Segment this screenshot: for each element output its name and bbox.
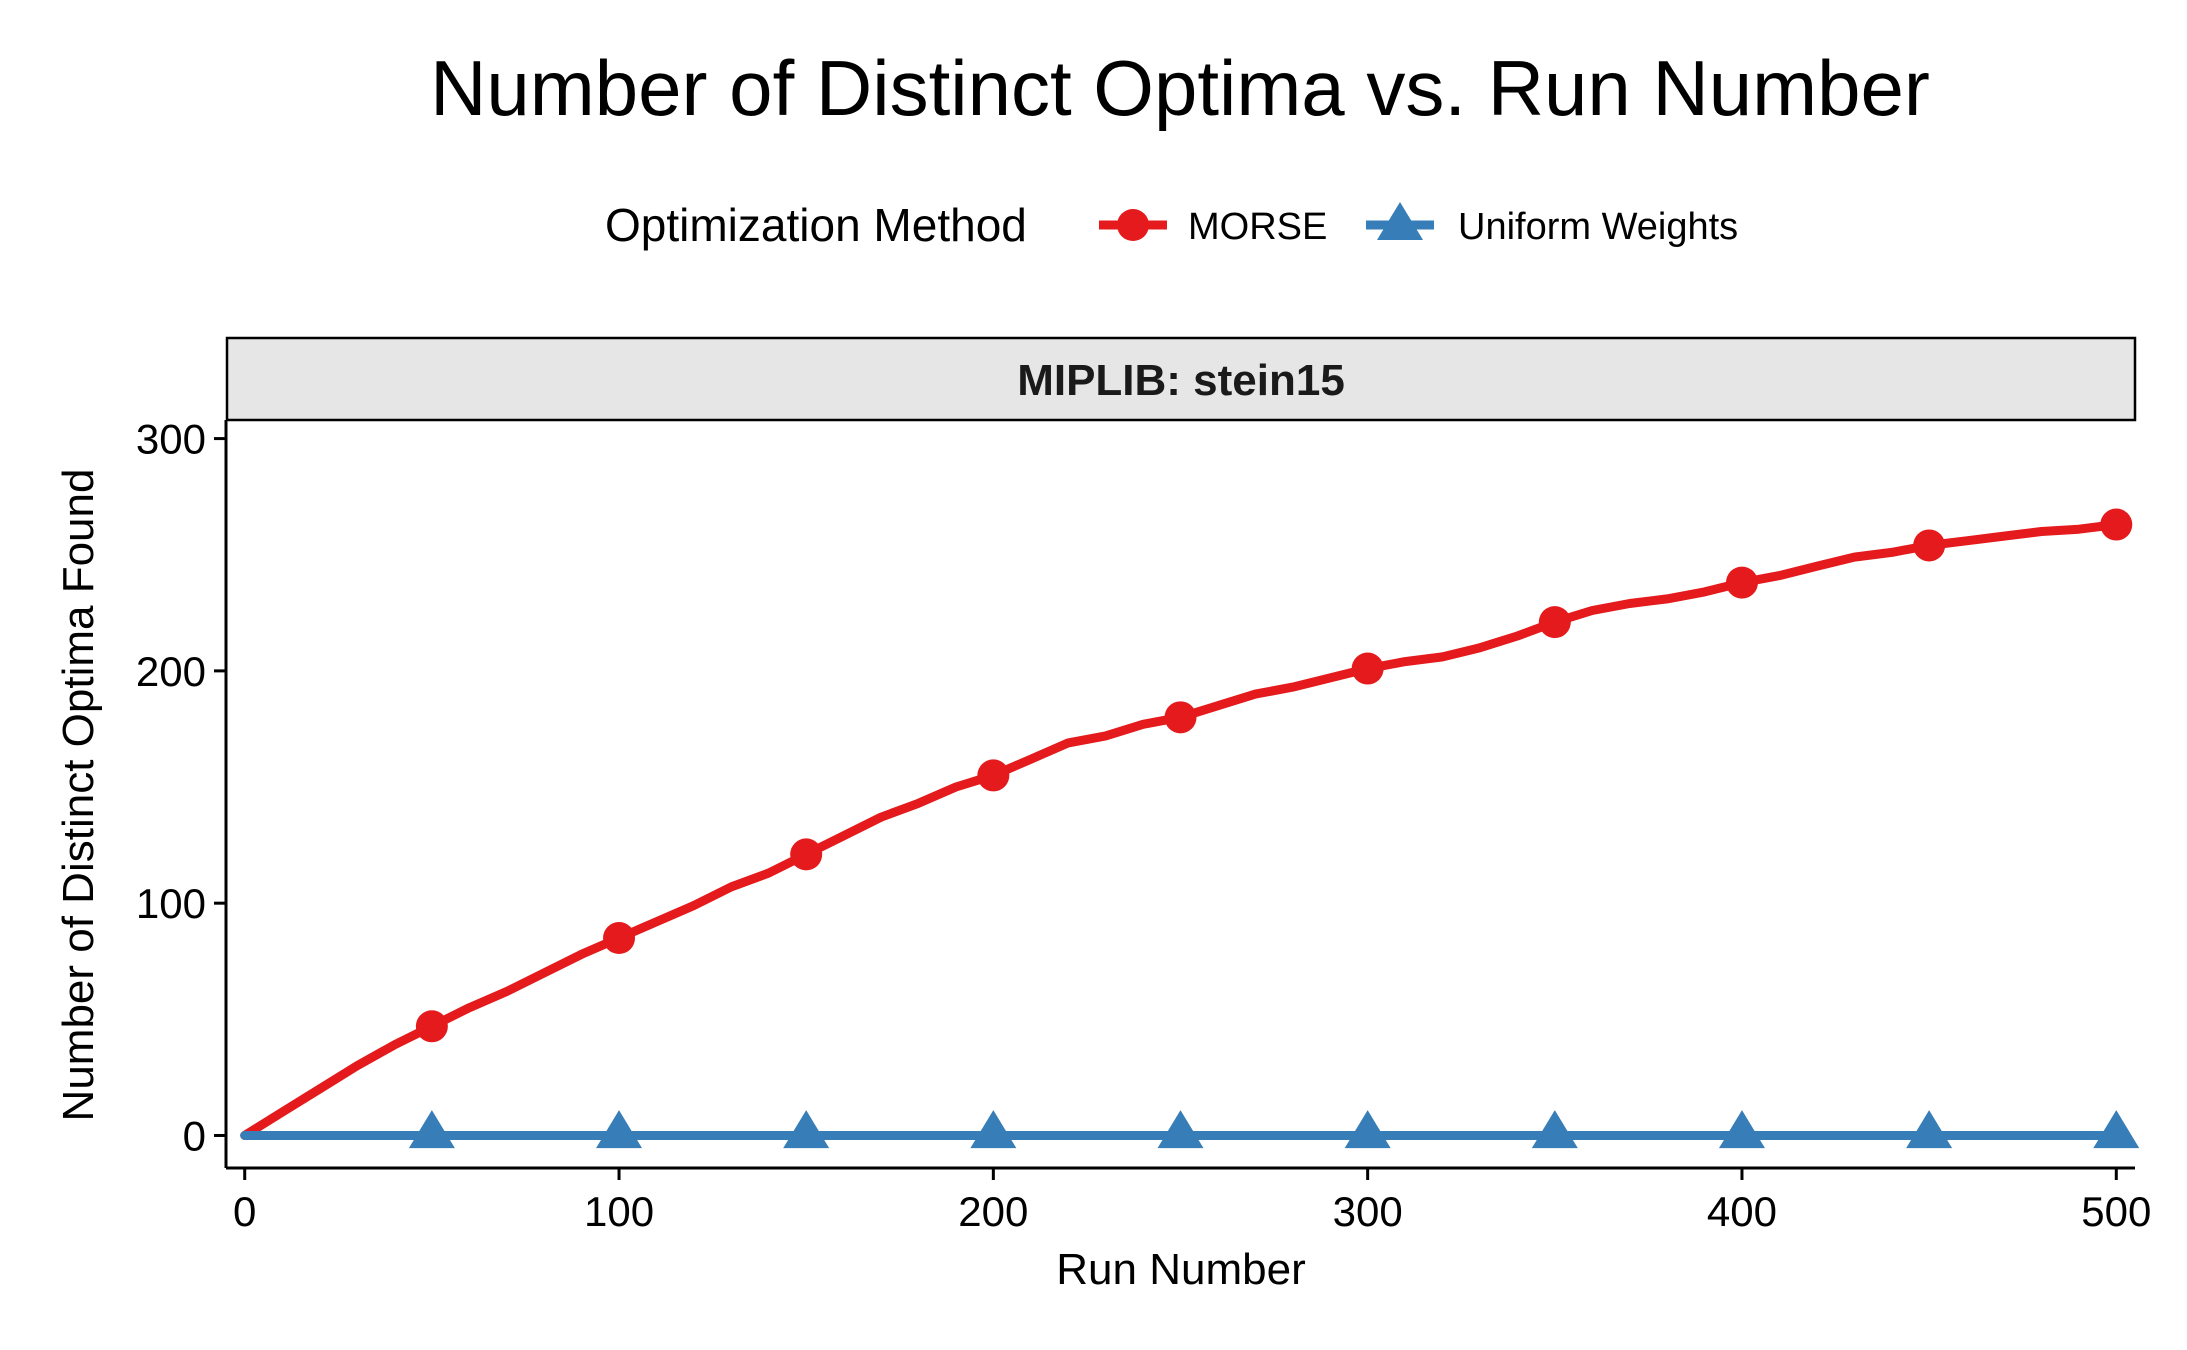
data-point-morse <box>1538 606 1571 639</box>
data-point-uniform-weights <box>783 1110 830 1149</box>
y-ticks: 0 100 200 300 <box>136 416 226 1159</box>
data-point-morse <box>2100 508 2133 541</box>
data-point-uniform-weights <box>408 1110 455 1149</box>
data-point-uniform-weights <box>596 1110 643 1149</box>
x-tick-label: 500 <box>2081 1188 2151 1235</box>
legend-key-marker <box>1117 209 1149 241</box>
x-tick-label: 300 <box>1333 1188 1403 1235</box>
data-point-morse <box>1164 701 1197 734</box>
legend-key-marker <box>1377 202 1423 240</box>
data-point-morse <box>603 922 636 955</box>
legend-label-uniform-weights: Uniform Weights <box>1458 206 1738 248</box>
plot-area <box>240 508 2140 1149</box>
data-point-uniform-weights <box>1718 1110 1765 1149</box>
chart-title: Number of Distinct Optima vs. Run Number <box>430 44 1930 132</box>
data-point-morse <box>415 1010 448 1043</box>
facet-strip: MIPLIB: stein15 <box>225 336 2137 422</box>
y-tick-label: 200 <box>136 648 206 695</box>
data-point-uniform-weights <box>1531 1110 1578 1149</box>
data-point-uniform-weights <box>1157 1110 1204 1149</box>
data-point-morse <box>790 838 823 871</box>
data-point-morse <box>977 759 1010 792</box>
x-tick-label: 200 <box>958 1188 1028 1235</box>
y-tick-label: 0 <box>183 1112 206 1159</box>
data-point-uniform-weights <box>1906 1110 1953 1149</box>
y-axis-title: Number of Distinct Optima Found <box>54 469 103 1122</box>
x-axis-title: Run Number <box>1056 1245 1305 1294</box>
legend-item-uniform-weights: Uniform Weights <box>1366 202 1738 248</box>
x-ticks: 0 100 200 300 400 500 <box>233 1168 2151 1235</box>
data-point-morse <box>1725 566 1758 599</box>
data-point-morse <box>1351 652 1384 685</box>
legend-key-morse <box>1099 209 1167 241</box>
legend-label-morse: MORSE <box>1188 206 1327 248</box>
legend-key-uniform-weights <box>1366 202 1434 240</box>
data-point-morse <box>1913 529 1946 562</box>
x-axis: 0 100 200 300 400 500 Run Number <box>226 1166 2151 1294</box>
legend: Optimization Method MORSE Uniform Weight… <box>605 199 1738 251</box>
data-point-uniform-weights <box>970 1110 1017 1149</box>
y-axis: 0 100 200 300 Number of Distinct Optima Fou… <box>54 416 228 1168</box>
x-tick-label: 0 <box>233 1188 256 1235</box>
data-point-uniform-weights <box>1344 1110 1391 1149</box>
legend-item-morse: MORSE <box>1099 206 1327 248</box>
series-uniform-weights <box>240 1110 2140 1149</box>
y-tick-label: 100 <box>136 880 206 927</box>
facet-strip-background <box>225 336 2137 422</box>
data-point-uniform-weights <box>2093 1110 2140 1149</box>
series-morse <box>240 508 2133 1140</box>
legend-title: Optimization Method <box>605 199 1027 251</box>
facet-label: MIPLIB: stein15 <box>1017 356 1345 405</box>
x-tick-label: 100 <box>584 1188 654 1235</box>
series-line-morse <box>240 520 2121 1140</box>
x-tick-label: 400 <box>1707 1188 1777 1235</box>
y-tick-label: 300 <box>136 416 206 463</box>
